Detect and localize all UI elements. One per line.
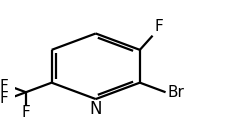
Text: F: F: [0, 79, 8, 94]
Text: F: F: [0, 91, 8, 106]
Text: F: F: [154, 19, 163, 34]
Text: F: F: [21, 105, 30, 120]
Text: N: N: [89, 100, 101, 118]
Text: Br: Br: [167, 85, 184, 100]
